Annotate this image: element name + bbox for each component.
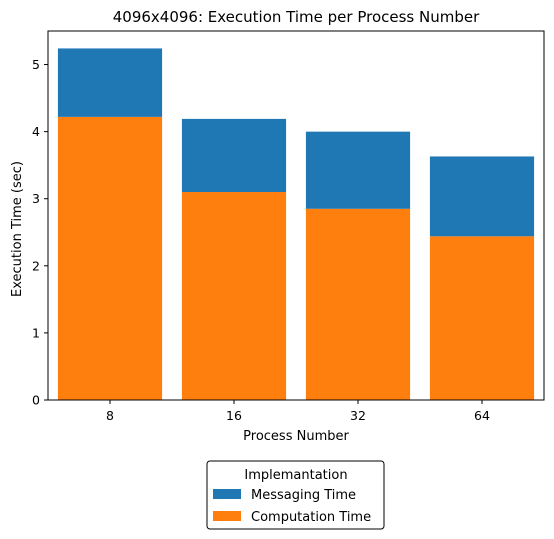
y-tick-label: 4 [32,124,40,139]
bar-computation-time-8 [57,116,163,400]
legend-title: Implemantation [244,468,347,483]
bar-messaging-time-32 [305,131,411,209]
y-tick-label: 1 [32,325,40,340]
legend: Implemantation Messaging Time Computation… [206,460,385,530]
legend-swatch [213,489,241,499]
bar-messaging-time-64 [429,156,535,237]
chart-title: 4096x4096: Execution Time per Process Nu… [113,8,480,26]
y-tick-label: 5 [32,57,40,72]
bar-computation-time-64 [429,236,535,400]
x-tick-label: 16 [226,408,242,423]
legend-swatch [213,511,241,521]
x-axis-label: Process Number [243,429,349,444]
legend-label: Messaging Time [251,488,356,503]
x-tick-label: 32 [350,408,366,423]
x-tick-label: 64 [474,408,490,423]
legend-label: Computation Time [251,510,371,525]
y-tick-label: 0 [32,393,40,408]
legend-frame [206,460,385,530]
y-axis-label: Execution Time (sec) [10,161,25,297]
bar-computation-time-16 [181,192,287,400]
x-tick-label: 8 [106,408,114,423]
bar-computation-time-32 [305,208,411,400]
plot-frame [47,30,545,401]
bar-messaging-time-16 [181,118,287,193]
legend-entries: Messaging Time Computation Time [213,488,371,525]
y-tick-label: 3 [32,191,40,206]
axes-group: 0 1 2 3 4 5 8 16 32 64 [32,30,545,423]
bar-messaging-time-8 [57,48,163,117]
bars-group [57,48,535,400]
y-tick-label: 2 [32,258,40,273]
